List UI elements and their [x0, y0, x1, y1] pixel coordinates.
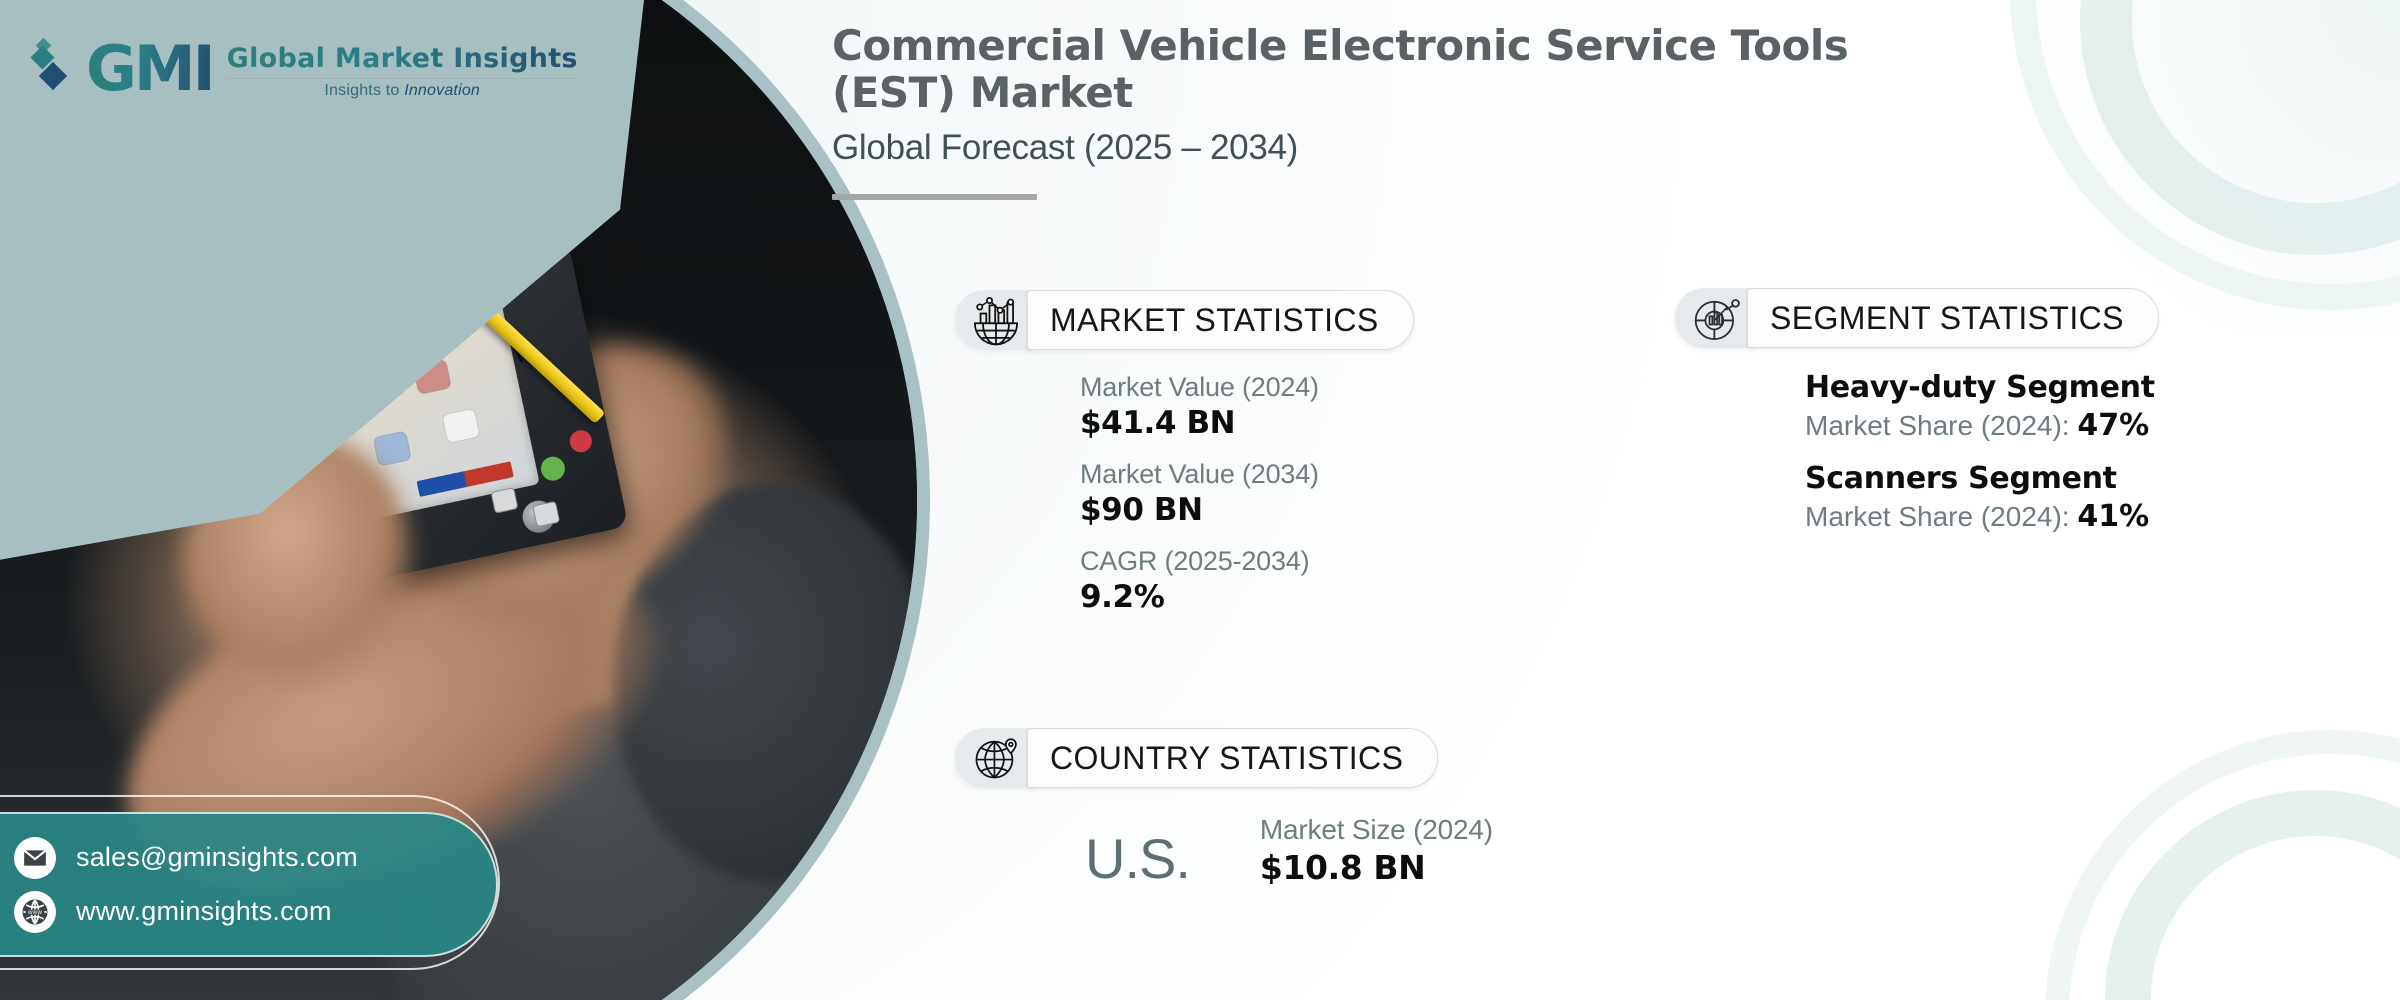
- segment-1-share-value: 41%: [2077, 499, 2150, 534]
- contact-email-row[interactable]: sales@gminsights.com: [14, 836, 496, 879]
- segment-1-share-label: Market Share (2024):: [1805, 501, 2070, 532]
- segment-statistics-block: SEGMENT STATISTICS Heavy-duty Segment Ma…: [1675, 288, 2159, 534]
- title-divider: [832, 194, 1037, 201]
- contact-outline: [0, 795, 500, 970]
- page-subtitle: Global Forecast (2025 – 2034): [832, 128, 1299, 168]
- contact-panel: sales@gminsights.com WWW www.gminsights.…: [0, 812, 498, 957]
- segment-0-name: Heavy-duty Segment: [1805, 370, 2155, 405]
- cagr-value: 9.2%: [1080, 579, 1165, 615]
- segment-0-share-value: 47%: [2077, 408, 2150, 443]
- market-value-2034-value: $90 BN: [1080, 492, 1203, 528]
- segment-statistics-rows: Heavy-duty Segment Market Share (2024): …: [1675, 370, 2159, 534]
- segment-1-name: Scanners Segment: [1805, 461, 2117, 496]
- photo-tablet-green-button: [538, 454, 568, 483]
- country-market-size: Market Size (2024) $10.8 BN: [1260, 814, 1493, 887]
- decorative-ring-bottom-right: [2105, 790, 2400, 1000]
- segment-statistics-pill[interactable]: SEGMENT STATISTICS: [1747, 288, 2159, 348]
- donut-chart-pointer-icon: [1675, 288, 1757, 348]
- market-statistics-block: MARKET STATISTICS Market Value (2024) $4…: [955, 290, 1414, 615]
- brand-rule: [226, 77, 578, 79]
- svg-text:WWW: WWW: [28, 909, 42, 915]
- contact-email: sales@gminsights.com: [76, 842, 359, 872]
- brand-tagline: Insights to Innovation: [324, 81, 481, 99]
- globe-pin-icon: [955, 728, 1037, 788]
- market-value-2024-value: $41.4 BN: [1080, 405, 1236, 441]
- market-statistics-header: MARKET STATISTICS: [955, 290, 1414, 350]
- country-name: U.S.: [1085, 827, 1191, 890]
- country-statistics-header: COUNTRY STATISTICS: [955, 728, 1493, 788]
- decorative-ring-bottom-right-outer: [2045, 730, 2400, 1000]
- www-globe-icon: WWW: [14, 890, 56, 933]
- gmi-diamond-logo-icon: [30, 37, 72, 100]
- globe-bar-chart-icon: [955, 290, 1037, 350]
- envelope-icon: [14, 836, 56, 879]
- brand-name: Global Market Insights: [226, 42, 578, 74]
- country-market-size-label: Market Size (2024): [1259, 814, 1493, 845]
- market-statistics-rows: Market Value (2024) $41.4 BN Market Valu…: [955, 372, 1414, 615]
- top-right-wash: [1980, 0, 2400, 330]
- cagr-label: CAGR (2025-2034): [1080, 546, 1310, 576]
- segment-1-share: Market Share (2024): 41%: [1805, 499, 2159, 534]
- contact-website: www.gminsights.com: [76, 896, 332, 926]
- segment-statistics-header: SEGMENT STATISTICS: [1675, 288, 2159, 348]
- country-statistics-block: COUNTRY STATISTICS U.S. Market Size (202…: [955, 728, 1493, 887]
- market-value-2024-label: Market Value (2024): [1080, 372, 1319, 402]
- segment-0-share-label: Market Share (2024):: [1805, 410, 2070, 441]
- country-market-size-value: $10.8 BN: [1259, 848, 1426, 887]
- brand-logo[interactable]: GMI Global Market Insights Insights to I…: [30, 32, 578, 105]
- market-statistics-label: MARKET STATISTICS: [1050, 301, 1379, 338]
- segment-0-share: Market Share (2024): 47%: [1805, 408, 2159, 443]
- market-statistics-pill[interactable]: MARKET STATISTICS: [1027, 290, 1414, 350]
- segment-statistics-label: SEGMENT STATISTICS: [1770, 299, 2124, 336]
- title-block: Commercial Vehicle Electronic Service To…: [832, 21, 1892, 201]
- country-statistics-rows: U.S. Market Size (2024) $10.8 BN: [955, 814, 1493, 887]
- brand-initials: GMI: [86, 32, 216, 105]
- country-statistics-label: COUNTRY STATISTICS: [1050, 739, 1404, 776]
- photo-tablet-red-button: [567, 428, 594, 455]
- country-statistics-pill[interactable]: COUNTRY STATISTICS: [1027, 728, 1439, 788]
- page-title: Commercial Vehicle Electronic Service To…: [832, 21, 1849, 118]
- market-value-2034-label: Market Value (2034): [1080, 459, 1319, 489]
- contact-website-row[interactable]: WWW www.gminsights.com: [14, 890, 496, 933]
